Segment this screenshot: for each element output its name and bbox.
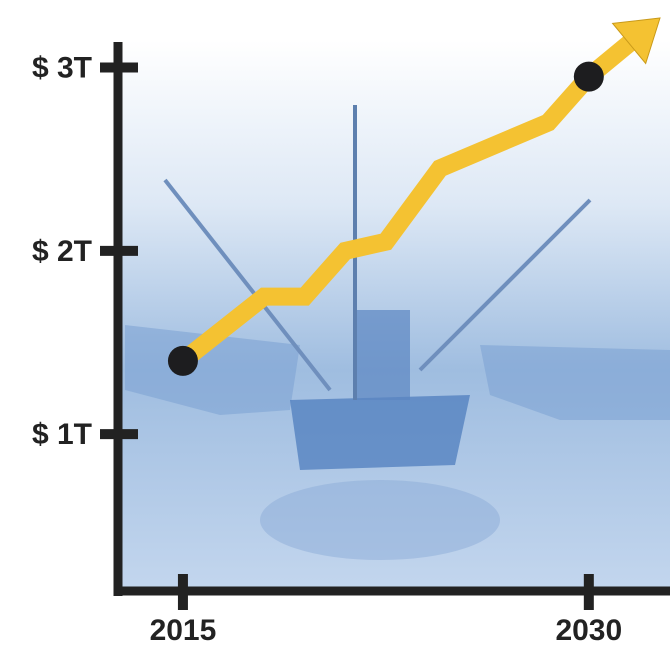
end-dot xyxy=(573,61,604,92)
ticks: $ 1T $ 2T $ 3T 2015 2030 xyxy=(32,51,622,647)
y-tick-label: $ 2T xyxy=(32,235,92,268)
arrow-head xyxy=(611,17,661,65)
y-tick-label: $ 3T xyxy=(32,51,92,84)
x-tick-label: 2015 xyxy=(150,614,217,647)
x-tick-label: 2030 xyxy=(555,614,622,647)
series-line xyxy=(177,70,596,368)
plot xyxy=(167,17,661,376)
y-tick-label: $ 1T xyxy=(32,418,92,451)
end-dot xyxy=(167,345,198,376)
background-photo xyxy=(120,40,670,590)
